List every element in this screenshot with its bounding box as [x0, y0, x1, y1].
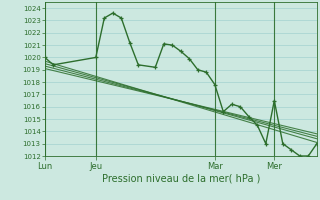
X-axis label: Pression niveau de la mer( hPa ): Pression niveau de la mer( hPa ) [102, 173, 260, 183]
